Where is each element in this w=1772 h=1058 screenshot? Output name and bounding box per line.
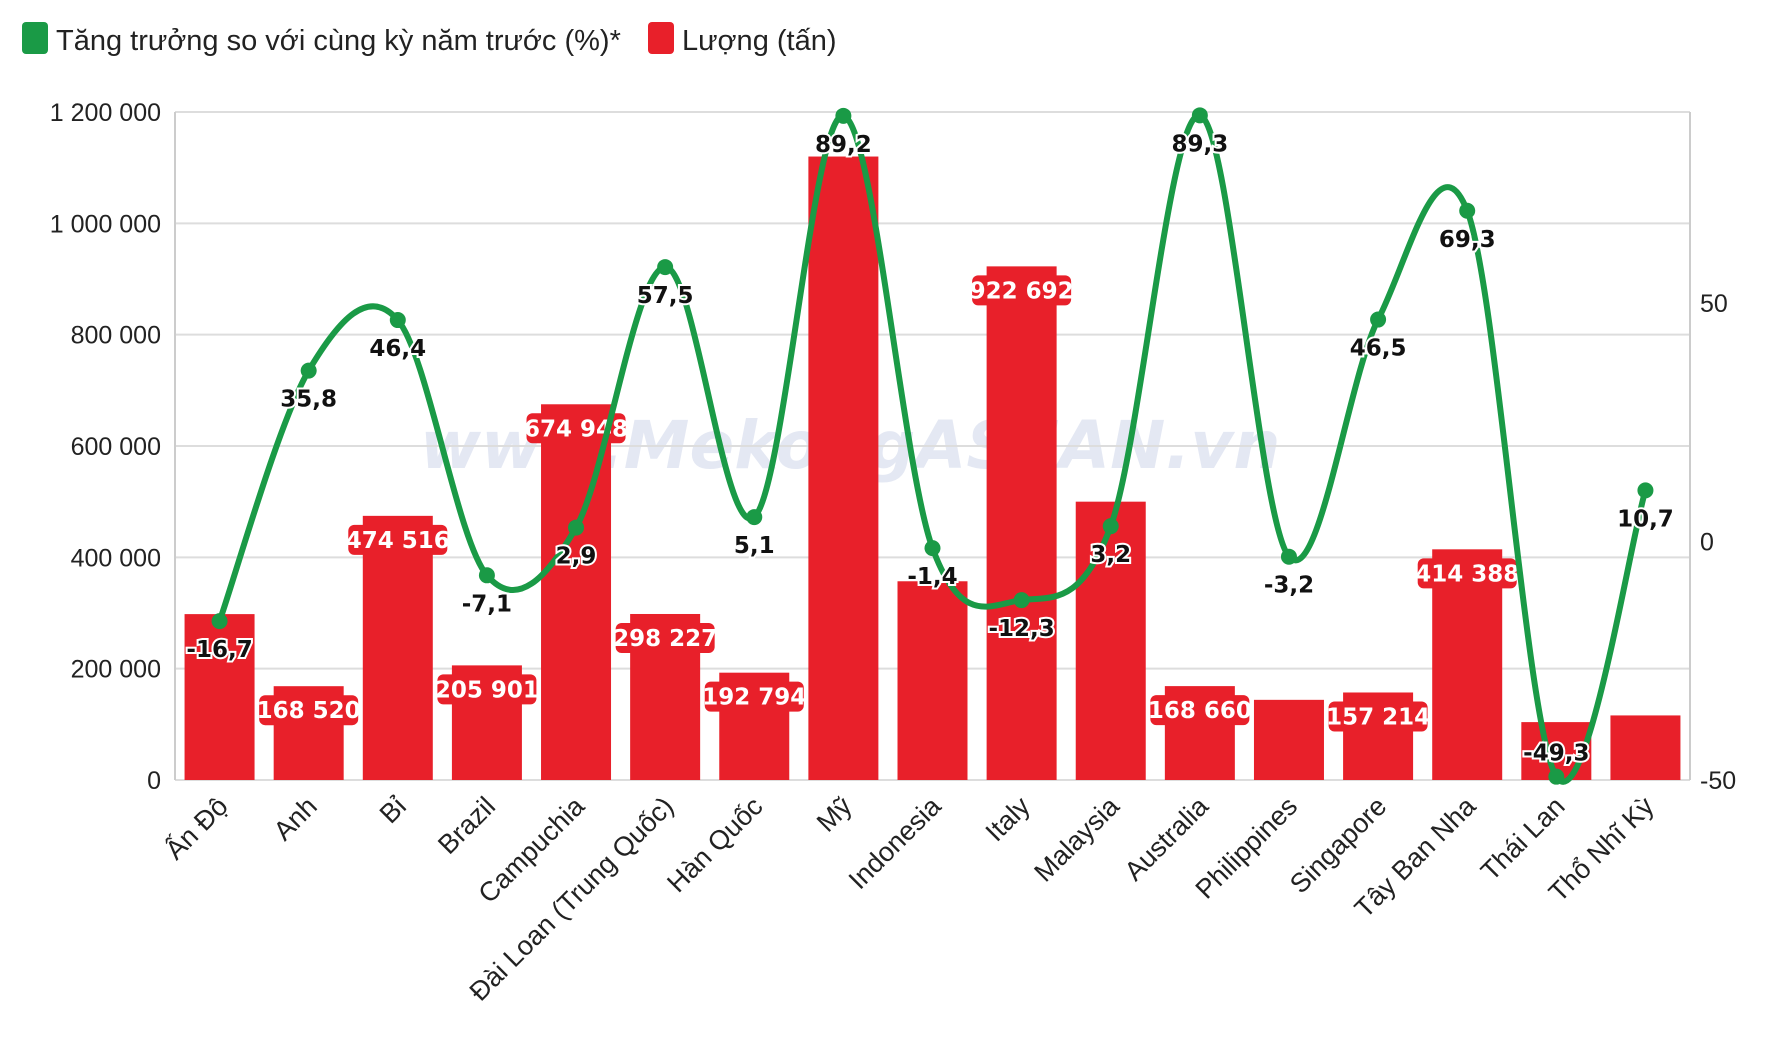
growth-point — [1102, 518, 1119, 535]
left-axis: 0 200 000 400 000 600 000 800 000 1 000 000 1 … — [50, 99, 161, 795]
growth-label: -7,1 — [462, 591, 512, 617]
bar — [1610, 715, 1681, 780]
growth-point — [924, 540, 941, 557]
bar-label: 205 901 — [435, 677, 539, 703]
growth-labels: -16,7 35,8 46,4 -7,1 2,9 57,5 5,1 89,2 -1,4 -12,3… — [184, 129, 1675, 768]
right-tick-label: 50 — [1700, 290, 1728, 318]
bar-label-bg — [437, 674, 537, 705]
bar — [897, 581, 968, 780]
growth-label: 10,7 — [1617, 506, 1674, 532]
left-tick-label: 600 000 — [71, 433, 161, 461]
bar-label: 414 388 — [1415, 561, 1519, 587]
growth-point — [657, 259, 674, 276]
growth-points — [211, 107, 1654, 785]
growth-point — [1191, 107, 1208, 124]
legend-item-growth: Tăng trưởng so với cùng kỳ năm trước (%)… — [22, 22, 621, 57]
category-label: Indonesia — [843, 790, 948, 895]
category-label: Mỹ — [811, 791, 858, 838]
legend-swatch-growth — [22, 22, 48, 54]
bar-label-bg — [1417, 558, 1517, 589]
legend: Tăng trưởng so với cùng kỳ năm trước (%)… — [22, 22, 837, 57]
left-tick-label: 1 200 000 — [50, 99, 161, 127]
growth-point — [1548, 768, 1565, 785]
left-tick-label: 400 000 — [71, 544, 161, 572]
left-tick-label: 200 000 — [71, 656, 161, 684]
bars — [184, 156, 1681, 781]
growth-point — [1459, 202, 1476, 219]
growth-label: -16,7 — [186, 637, 252, 663]
category-label: Italy — [980, 791, 1037, 848]
growth-point — [1013, 592, 1030, 609]
bar-label-bg — [1328, 701, 1428, 732]
growth-label: 2,9 — [556, 544, 597, 570]
category-label: Malaysia — [1028, 790, 1125, 887]
growth-label: -49,3 — [1523, 741, 1589, 767]
legend-swatch-volume — [648, 22, 674, 54]
left-tick-label: 800 000 — [71, 322, 161, 350]
bar-label-bg — [348, 524, 448, 555]
bar-label-bg — [1150, 695, 1250, 726]
bar-label: 298 227 — [613, 626, 717, 652]
bar — [184, 614, 255, 780]
right-axis: -50 0 50 — [1700, 290, 1736, 795]
growth-label: 46,4 — [369, 336, 426, 362]
category-label: Anh — [268, 791, 323, 846]
growth-label: 3,2 — [1090, 542, 1131, 568]
growth-point — [1637, 482, 1654, 499]
growth-point — [1280, 548, 1297, 565]
bar — [1075, 501, 1146, 780]
right-tick-label: -50 — [1700, 767, 1736, 795]
growth-point — [1370, 311, 1387, 328]
legend-item-volume: Lượng (tấn) — [648, 22, 837, 57]
bar — [986, 266, 1057, 780]
growth-label: -3,2 — [1264, 573, 1314, 599]
bar-label-bg — [972, 275, 1072, 306]
bar-label-bg — [615, 622, 715, 653]
left-tick-label: 1 000 000 — [50, 210, 161, 238]
growth-point — [211, 613, 228, 630]
legend-label-volume: Lượng (tấn) — [682, 25, 837, 57]
growth-point — [568, 519, 585, 536]
growth-label: 46,5 — [1350, 336, 1407, 362]
growth-point — [746, 509, 763, 526]
bar-label: 157 214 — [1326, 704, 1430, 730]
bar-label-bg — [526, 413, 626, 444]
growth-point — [389, 312, 406, 329]
right-tick-label: 0 — [1700, 528, 1714, 556]
legend-label-growth: Tăng trưởng so với cùng kỳ năm trước (%)… — [56, 25, 621, 57]
growth-label: -12,3 — [988, 616, 1054, 642]
bar-label: 474 516 — [346, 528, 450, 554]
bar-label-bg — [259, 695, 359, 726]
growth-label: 57,5 — [637, 283, 694, 309]
category-label: Brazil — [432, 791, 501, 860]
bar-label-bg — [704, 681, 804, 712]
bar-label: 192 794 — [702, 685, 806, 711]
growth-label: 69,3 — [1439, 227, 1496, 253]
growth-label: 89,3 — [1171, 131, 1228, 157]
category-label: Ấn Độ — [159, 790, 234, 865]
bar — [1253, 699, 1324, 780]
bar — [362, 515, 433, 780]
bar-label: 168 660 — [1148, 698, 1252, 724]
growth-label: -1,4 — [907, 564, 957, 590]
growth-point — [300, 362, 317, 379]
category-label: Bỉ — [374, 791, 412, 829]
growth-label: 5,1 — [734, 533, 775, 559]
bar — [808, 156, 879, 781]
growth-label: 35,8 — [280, 387, 337, 413]
growth-point — [478, 567, 495, 584]
bar-label: 168 520 — [257, 698, 361, 724]
growth-label: 89,2 — [815, 132, 872, 158]
bar-label: 922 692 — [970, 278, 1074, 304]
left-tick-label: 0 — [147, 767, 161, 795]
growth-point — [835, 107, 852, 124]
category-label: Hàn Quốc — [661, 791, 768, 898]
